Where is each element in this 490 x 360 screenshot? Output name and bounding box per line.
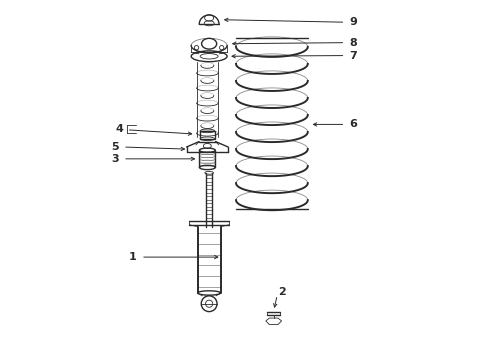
Text: 4: 4 [116,125,124,134]
Bar [200,131,215,139]
Text: 1: 1 [129,252,137,262]
Text: 5: 5 [111,142,119,152]
Text: 7: 7 [350,50,358,60]
Text: 2: 2 [278,287,286,297]
Text: 3: 3 [111,154,119,164]
Text: 9: 9 [350,17,358,27]
Text: 8: 8 [350,38,358,48]
Text: 6: 6 [350,120,358,129]
